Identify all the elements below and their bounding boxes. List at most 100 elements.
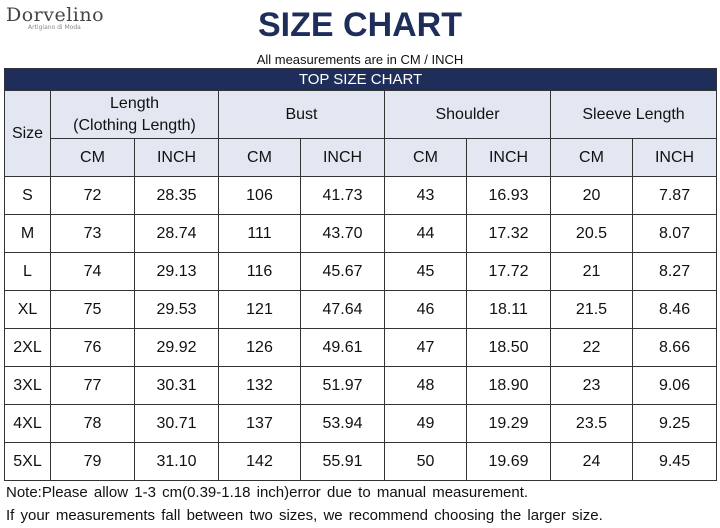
cell: 29.13 (134, 252, 219, 291)
cell: 44 (384, 214, 467, 253)
cell: 50 (384, 442, 467, 481)
cell: 126 (218, 328, 301, 367)
group-header: Length (Clothing Length) (50, 90, 219, 139)
size-header: Size (4, 90, 51, 177)
cell: 76 (50, 328, 135, 367)
note: If your measurements fall between two si… (6, 507, 603, 524)
cell: 53.94 (300, 404, 385, 443)
cell: 75 (50, 290, 135, 329)
cell: 30.31 (134, 366, 219, 405)
cell: 137 (218, 404, 301, 443)
cell: 77 (50, 366, 135, 405)
cell: 17.72 (466, 252, 551, 291)
cell: 45 (384, 252, 467, 291)
header-line: Bust (285, 105, 318, 123)
size-label: 3XL (4, 366, 51, 405)
cell: 9.06 (631, 366, 718, 405)
cell: 16.93 (466, 176, 551, 215)
data-row: 5XL 79 31.10 142 55.91 50 19.69 24 9.45 (4, 442, 718, 481)
unit-header: CM (218, 138, 301, 177)
unit-header: CM (550, 138, 633, 177)
size-table: TOP SIZE CHART Size Length (Clothing Length… (3, 68, 718, 481)
cell: 29.53 (134, 290, 219, 329)
size-label: 4XL (4, 404, 51, 443)
cell: 17.32 (466, 214, 551, 253)
cell: 51.97 (300, 366, 385, 405)
cell: 23.5 (550, 404, 633, 443)
cell: 21 (550, 252, 633, 291)
cell: 55.91 (300, 442, 385, 481)
cell: 20 (550, 176, 633, 215)
data-row: XL 75 29.53 121 47.64 46 18.11 21.5 8.46 (4, 290, 718, 329)
cell: 8.07 (631, 214, 718, 253)
cell: 49.61 (300, 328, 385, 367)
banner: TOP SIZE CHART (3, 68, 718, 91)
cell: 18.50 (466, 328, 551, 367)
unit-header: INCH (134, 138, 219, 177)
cell: 9.25 (631, 404, 718, 443)
cell: 41.73 (300, 176, 385, 215)
data-row: 2XL 76 29.92 126 49.61 47 18.50 22 8.66 (4, 328, 718, 367)
unit-header: INCH (466, 138, 551, 177)
unit-row: CM INCH CM INCH CM INCH CM INCH (5, 138, 718, 177)
group-header: Shoulder (384, 90, 551, 139)
cell: 8.46 (631, 290, 718, 329)
cell: 8.66 (631, 328, 718, 367)
unit-header: CM (50, 138, 135, 177)
cell: 18.11 (466, 290, 551, 329)
cell: 43.70 (300, 214, 385, 253)
group-row: Size Length (Clothing Length) Bust Shoulder S… (4, 90, 718, 177)
group-header: Sleeve Length (549, 90, 718, 139)
cell: 18.90 (466, 366, 551, 405)
cell: 49 (384, 404, 467, 443)
group-header: Bust (218, 90, 385, 139)
cell: 132 (218, 366, 301, 405)
size-label: M (4, 214, 51, 253)
cell: 121 (218, 290, 301, 329)
cell: 28.35 (134, 176, 219, 215)
data-row: M 73 28.74 111 43.70 44 17.32 20.5 8.07 (4, 214, 718, 253)
data-row: 3XL 77 30.31 132 51.97 48 18.90 23 9.06 (4, 366, 718, 405)
cell: 73 (50, 214, 135, 253)
brand: Dorvelino (6, 4, 105, 26)
size-label: 5XL (4, 442, 51, 481)
unit-header: INCH (300, 138, 385, 177)
unit-header: INCH (631, 138, 718, 177)
cell: 43 (384, 176, 467, 215)
banner-row: TOP SIZE CHART (3, 68, 718, 91)
cell: 74 (50, 252, 135, 291)
title: SIZE CHART (258, 6, 462, 44)
cell: 22 (550, 328, 633, 367)
cell: 9.45 (631, 442, 718, 481)
cell: 45.67 (300, 252, 385, 291)
cell: 28.74 (134, 214, 219, 253)
logo: Dorvelino Artigiano di Moda (6, 4, 104, 31)
data-row: L 74 29.13 116 45.67 45 17.72 21 8.27 (4, 252, 718, 291)
size-label: L (4, 252, 51, 291)
cell: 46 (384, 290, 467, 329)
cell: 24 (550, 442, 633, 481)
data-row: S 72 28.35 106 41.73 43 16.93 20 7.87 (4, 176, 718, 215)
size-label: XL (4, 290, 51, 329)
size-label: S (4, 176, 51, 215)
subtitle: All measurements are in CM / INCH (256, 52, 464, 67)
tagline: Artigiano di Moda (28, 24, 81, 31)
cell: 72 (50, 176, 135, 215)
cell: 78 (50, 404, 135, 443)
cell: 111 (218, 214, 301, 253)
header-line: Length (110, 94, 159, 112)
cell: 47.64 (300, 290, 385, 329)
unit-header: CM (384, 138, 467, 177)
cell: 30.71 (134, 404, 219, 443)
cell: 19.69 (466, 442, 551, 481)
data-row: 4XL 78 30.71 137 53.94 49 19.29 23.5 9.25 (4, 404, 718, 443)
cell: 47 (384, 328, 467, 367)
size-label: 2XL (4, 328, 51, 367)
cell: 48 (384, 366, 467, 405)
cell: 23 (550, 366, 633, 405)
header-line: Shoulder (435, 105, 500, 123)
note: Note:Please allow 1-3 cm(0.39-1.18 inch)… (6, 484, 529, 501)
cell: 21.5 (550, 290, 633, 329)
cell: 7.87 (631, 176, 718, 215)
